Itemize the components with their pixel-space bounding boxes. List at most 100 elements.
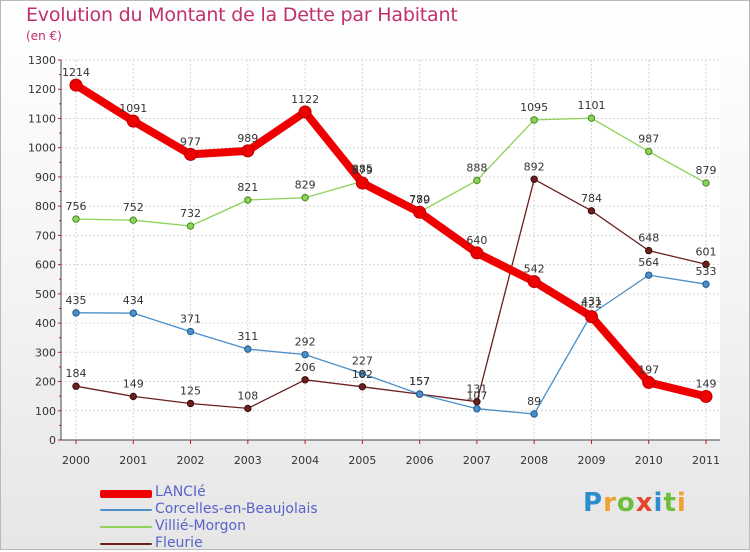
data-point-fleurie bbox=[129, 392, 137, 401]
y-tick-label: 100 bbox=[35, 405, 56, 418]
logo-letter: P bbox=[583, 488, 604, 518]
legend-item-corcelles: Corcelles-en-Beaujolais bbox=[100, 501, 360, 518]
data-point-lancie bbox=[184, 147, 198, 161]
y-tick-label: 700 bbox=[35, 229, 56, 242]
data-point-villie-morgon bbox=[72, 215, 80, 223]
data-label-lancie: 989 bbox=[237, 132, 258, 145]
data-point-fleurie bbox=[473, 398, 481, 406]
data-label-corcelles-en-beaujolais: 227 bbox=[352, 355, 373, 368]
data-label-villie-morgon: 780 bbox=[409, 193, 430, 206]
legend-swatch-fleurie bbox=[100, 543, 152, 545]
data-point-lancie bbox=[355, 176, 369, 190]
data-point-villie-morgon bbox=[702, 179, 710, 187]
x-tick-label: 2010 bbox=[635, 454, 663, 467]
data-label-villie-morgon: 756 bbox=[66, 200, 87, 213]
y-tick-label: 200 bbox=[35, 376, 56, 389]
data-label-corcelles-en-beaujolais: 311 bbox=[237, 330, 258, 343]
data-point-lancie bbox=[699, 389, 713, 403]
data-label-lancie: 1122 bbox=[291, 93, 319, 106]
data-label-corcelles-en-beaujolais: 434 bbox=[123, 294, 144, 307]
data-point-corcelles-en-beaujolais bbox=[530, 410, 538, 418]
chart-title: Evolution du Montant de la Dette par Hab… bbox=[26, 4, 458, 26]
y-tick-label: 1100 bbox=[28, 112, 56, 125]
x-tick-label: 2005 bbox=[348, 454, 376, 467]
data-label-villie-morgon: 829 bbox=[295, 179, 316, 192]
data-label-fleurie: 648 bbox=[638, 232, 659, 245]
logo-letter: x bbox=[635, 488, 654, 518]
data-point-lancie bbox=[642, 375, 656, 389]
data-label-fleurie: 784 bbox=[581, 192, 602, 205]
data-point-villie-morgon bbox=[244, 196, 252, 204]
y-tick-label: 600 bbox=[35, 259, 56, 272]
data-point-lancie bbox=[413, 205, 427, 219]
x-tick-label: 2002 bbox=[177, 454, 205, 467]
data-point-lancie bbox=[584, 310, 598, 324]
data-label-villie-morgon: 732 bbox=[180, 207, 201, 220]
x-tick-label: 2000 bbox=[62, 454, 90, 467]
data-label-villie-morgon: 821 bbox=[237, 181, 258, 194]
y-tick-label: 800 bbox=[35, 200, 56, 213]
legend-label-villie-morgon: Villié-Morgon bbox=[155, 518, 246, 534]
logo-letter: i bbox=[676, 488, 687, 518]
legend-label-corcelles: Corcelles-en-Beaujolais bbox=[155, 501, 318, 517]
data-label-fleurie: 892 bbox=[524, 160, 545, 173]
data-label-corcelles-en-beaujolais: 435 bbox=[66, 294, 87, 307]
data-label-villie-morgon: 888 bbox=[466, 161, 487, 174]
data-label-corcelles-en-beaujolais: 157 bbox=[409, 375, 430, 388]
data-point-fleurie bbox=[72, 382, 80, 390]
y-tick-label: 900 bbox=[35, 171, 56, 184]
x-tick-label: 2008 bbox=[520, 454, 548, 467]
data-label-fleurie: 184 bbox=[66, 367, 87, 380]
data-label-lancie: 779 bbox=[409, 193, 430, 206]
y-tick-label: 300 bbox=[35, 346, 56, 359]
data-point-corcelles-en-beaujolais bbox=[72, 309, 80, 317]
data-label-fleurie: 182 bbox=[352, 368, 373, 381]
data-label-corcelles-en-beaujolais: 533 bbox=[696, 265, 717, 278]
series-line-lancie bbox=[72, 81, 710, 401]
data-point-corcelles-en-beaujolais bbox=[301, 350, 309, 359]
y-tick-label: 1300 bbox=[28, 54, 56, 67]
chart-unit-label: (en €) bbox=[26, 29, 62, 43]
data-label-lancie: 542 bbox=[524, 263, 545, 276]
x-tick-label: 2006 bbox=[406, 454, 434, 467]
proxiti-logo: Proxiti bbox=[583, 488, 687, 518]
plot-area bbox=[61, 60, 720, 440]
y-tick-label: 400 bbox=[35, 317, 56, 330]
data-label-lancie: 1091 bbox=[119, 102, 147, 115]
data-label-fleurie: 157 bbox=[409, 375, 430, 388]
data-label-corcelles-en-beaujolais: 564 bbox=[638, 256, 659, 269]
legend-label-lancie: LANCIé bbox=[155, 484, 206, 500]
logo-letter: r bbox=[603, 488, 617, 518]
data-point-corcelles-en-beaujolais bbox=[473, 405, 481, 413]
data-point-corcelles-en-beaujolais bbox=[186, 327, 195, 336]
data-point-lancie bbox=[126, 114, 140, 128]
data-point-villie-morgon bbox=[645, 147, 653, 156]
data-label-villie-morgon: 1101 bbox=[577, 99, 605, 112]
legend-item-villie-morgon: Villié-Morgon bbox=[100, 518, 360, 535]
logo-letter: o bbox=[616, 488, 636, 518]
data-label-corcelles-en-beaujolais: 107 bbox=[466, 390, 487, 403]
x-tick-label: 2011 bbox=[692, 454, 720, 467]
data-label-villie-morgon: 879 bbox=[696, 164, 717, 177]
data-point-villie-morgon bbox=[186, 222, 195, 230]
x-tick-label: 2001 bbox=[119, 454, 147, 467]
data-label-fleurie: 125 bbox=[180, 384, 201, 397]
chart-legend: LANCIé Corcelles-en-Beaujolais Villié-Mo… bbox=[100, 484, 360, 552]
legend-label-fleurie: Fleurie bbox=[155, 535, 203, 551]
data-label-fleurie: 108 bbox=[237, 389, 258, 402]
data-label-lancie: 422 bbox=[581, 298, 602, 311]
data-label-lancie: 1214 bbox=[62, 66, 90, 79]
data-label-lancie: 879 bbox=[352, 164, 373, 177]
data-point-villie-morgon bbox=[587, 114, 596, 122]
x-tick-label: 2007 bbox=[463, 454, 491, 467]
data-point-fleurie bbox=[301, 376, 309, 384]
data-point-villie-morgon bbox=[301, 193, 309, 202]
data-point-fleurie bbox=[244, 404, 252, 413]
legend-swatch-lancie bbox=[100, 490, 152, 498]
data-label-villie-morgon: 1095 bbox=[520, 101, 548, 114]
data-point-fleurie bbox=[702, 260, 710, 269]
data-point-fleurie bbox=[530, 175, 538, 183]
data-label-fleurie: 131 bbox=[466, 383, 487, 396]
data-label-lancie: 197 bbox=[638, 363, 659, 376]
